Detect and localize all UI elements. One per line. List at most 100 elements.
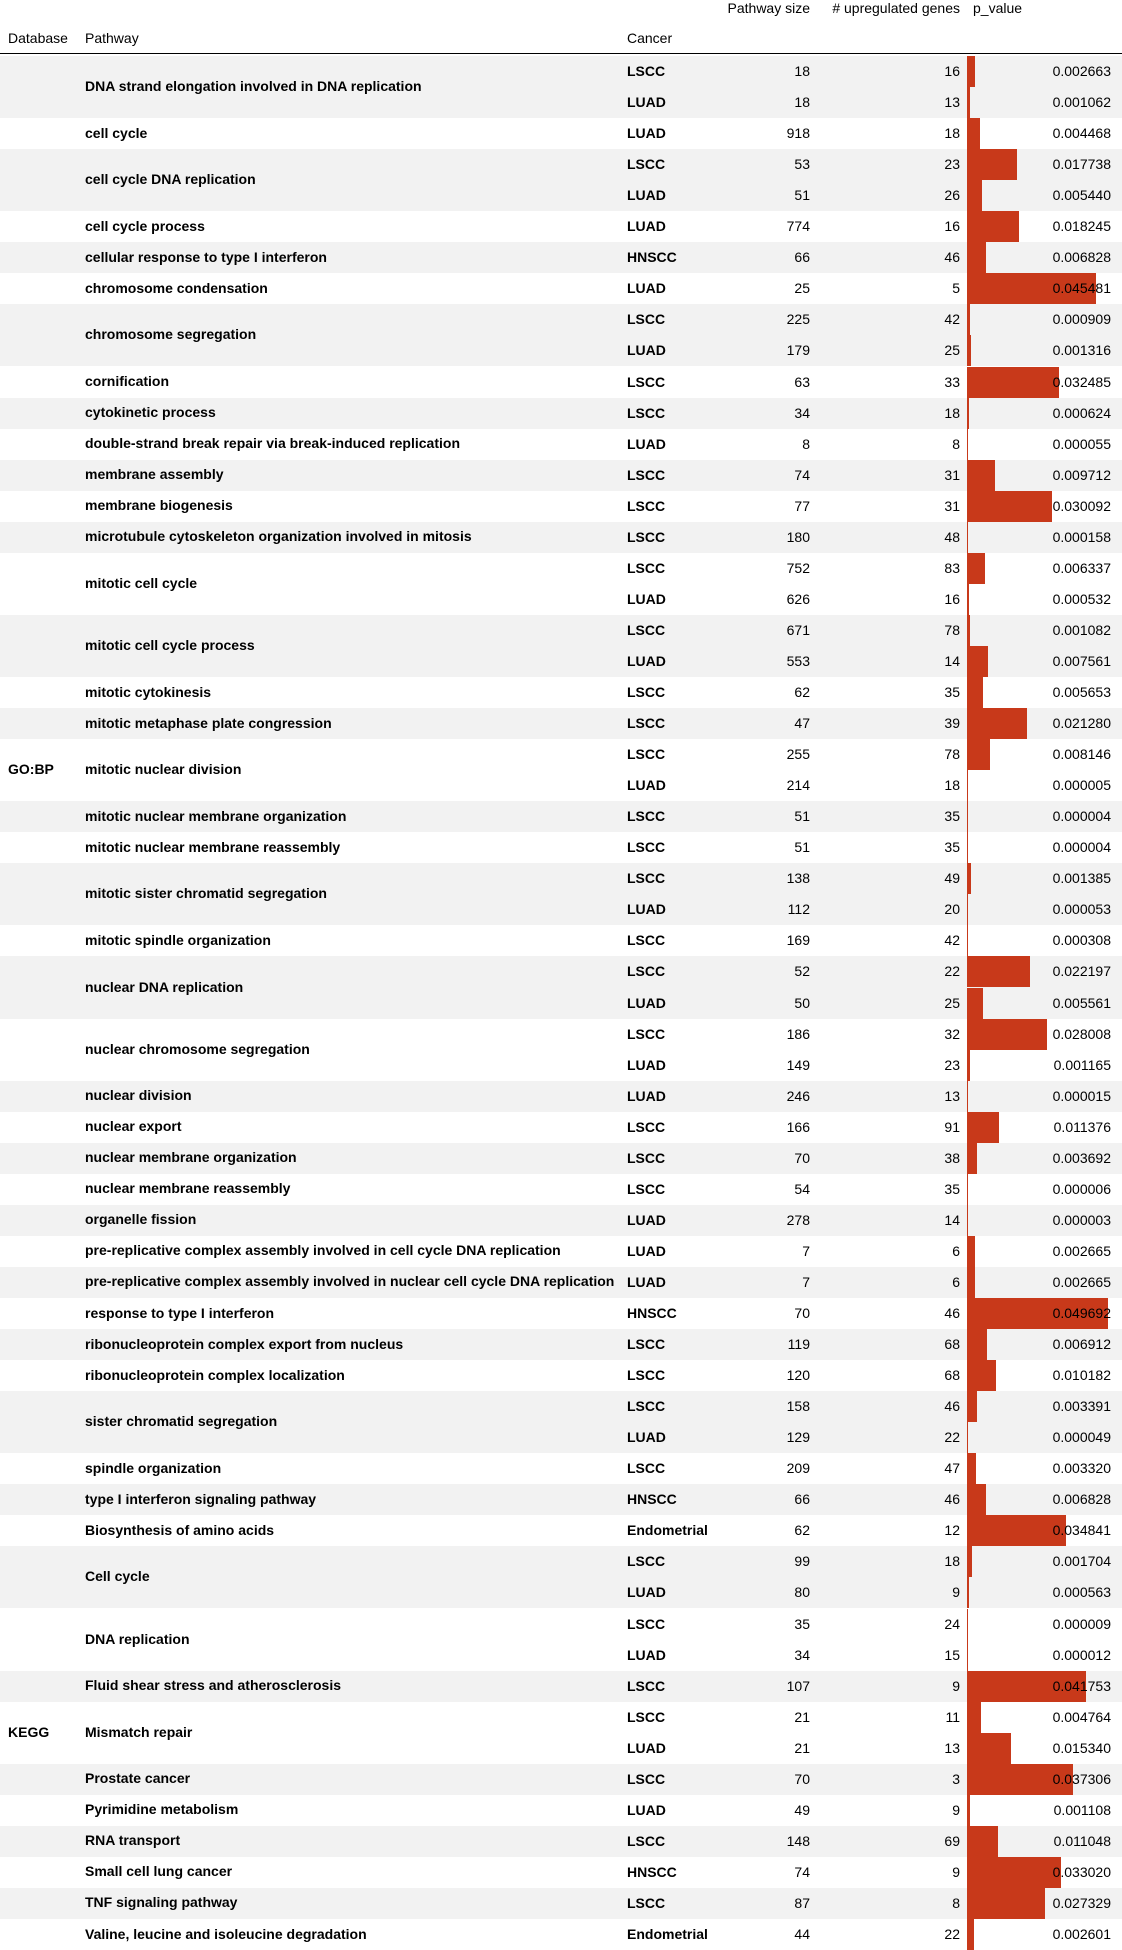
cancer-type: LSCC (627, 559, 666, 576)
p-value: 0.002665 (1052, 1242, 1111, 1259)
pathway-size: 50 (794, 994, 810, 1011)
pathway-name: pre-replicative complex assembly involve… (85, 1242, 561, 1259)
cancer-type: HNSCC (627, 1863, 677, 1880)
cancer-type: LSCC (627, 1615, 666, 1632)
upregulated-genes: 22 (944, 1429, 960, 1446)
cancer-type: LUAD (627, 187, 666, 204)
cancer-type: LUAD (627, 1242, 666, 1259)
pathway-name: mitotic cell cycle (85, 574, 198, 591)
p-value-bar (967, 1546, 972, 1578)
p-value-bar (967, 801, 968, 833)
pathway-group-stripe (0, 1329, 1122, 1361)
pathway-name: Fluid shear stress and atherosclerosis (85, 1677, 341, 1694)
upregulated-genes: 78 (944, 746, 960, 763)
pathway-name: mitotic metaphase plate congression (85, 714, 332, 731)
pathway-name: Small cell lung cancer (85, 1863, 233, 1880)
p-value: 0.001062 (1052, 94, 1111, 111)
upregulated-genes: 78 (944, 621, 960, 638)
p-value: 0.000055 (1052, 435, 1111, 452)
p-value-bar (967, 925, 968, 957)
cancer-type: LSCC (627, 1832, 666, 1849)
upregulated-genes: 12 (944, 1522, 960, 1539)
pathway-name: mitotic spindle organization (85, 931, 271, 948)
p-value-bar (967, 832, 968, 864)
p-value: 0.001165 (1053, 1056, 1111, 1073)
header-rule (0, 53, 1122, 54)
pathway-name: mitotic nuclear membrane reassembly (85, 838, 341, 855)
pathway-size: 120 (786, 1367, 810, 1384)
p-value: 0.011048 (1053, 1832, 1111, 1849)
pathway-size: 18 (794, 63, 810, 79)
header-pathway: Pathway (85, 30, 139, 46)
upregulated-genes: 91 (944, 1118, 960, 1135)
upregulated-genes: 23 (944, 1056, 960, 1073)
p-value-bar (967, 521, 968, 553)
pathway-name: double-strand break repair via break-ind… (85, 435, 460, 452)
p-value-bar (967, 304, 970, 336)
pathway-group-stripe (0, 149, 1122, 212)
p-value-bar (967, 863, 971, 895)
cancer-type: LSCC (627, 1770, 666, 1787)
p-value-bar (967, 1887, 1045, 1919)
p-value: 0.028008 (1052, 1025, 1111, 1042)
upregulated-genes: 20 (944, 901, 960, 918)
p-value-bar (967, 1360, 996, 1392)
pathway-size: 179 (786, 342, 810, 359)
pathway-size: 63 (794, 373, 810, 390)
p-value: 0.000308 (1052, 932, 1111, 949)
cancer-type: LUAD (627, 901, 666, 918)
pathway-name: membrane biogenesis (85, 497, 233, 514)
pathway-size: 70 (794, 1770, 810, 1787)
p-value: 0.001082 (1052, 621, 1111, 638)
upregulated-genes: 8 (952, 1894, 960, 1911)
upregulated-genes: 9 (952, 1863, 960, 1880)
cancer-type: LUAD (627, 342, 666, 359)
upregulated-genes: 46 (944, 1398, 960, 1415)
cancer-type: LUAD (627, 435, 666, 452)
p-value-bar (967, 87, 971, 119)
upregulated-genes: 68 (944, 1336, 960, 1353)
p-value-bar (967, 180, 983, 212)
cancer-type: Endometrial (627, 1926, 708, 1942)
pathway-size: 169 (786, 932, 810, 949)
p-value-bar (967, 459, 995, 491)
pathway-group-stripe (0, 521, 1122, 553)
pathway-size: 225 (786, 311, 810, 328)
p-value: 0.000004 (1052, 839, 1111, 856)
pathway-name: cellular response to type I interferon (85, 248, 327, 265)
upregulated-genes: 18 (944, 1553, 960, 1570)
upregulated-genes: 9 (952, 1584, 960, 1601)
cancer-type: LSCC (627, 1677, 666, 1694)
p-value-bar (967, 1391, 977, 1423)
cancer-type: LSCC (627, 870, 666, 887)
pathway-group-stripe (0, 801, 1122, 833)
pathway-size: 7 (802, 1242, 810, 1259)
p-value-bar (967, 1732, 1011, 1764)
cancer-type: LSCC (627, 1708, 666, 1725)
pathway-size: 70 (794, 1149, 810, 1166)
pathway-size: 51 (794, 187, 810, 204)
pathway-size: 148 (786, 1832, 810, 1849)
p-value-bar (967, 1484, 987, 1516)
p-value: 0.032485 (1052, 373, 1111, 390)
p-value-bar (967, 490, 1053, 522)
pathway-size: 21 (794, 1708, 810, 1725)
p-value: 0.021280 (1052, 715, 1111, 732)
cancer-type: LSCC (627, 963, 666, 980)
upregulated-genes: 23 (944, 156, 960, 173)
header-cancer: Cancer (627, 30, 673, 46)
pathway-size: 62 (794, 1522, 810, 1539)
pathway-name: Prostate cancer (85, 1770, 191, 1787)
upregulated-genes: 46 (944, 249, 960, 266)
pathway-name: nuclear chromosome segregation (85, 1040, 310, 1057)
upregulated-genes: 48 (944, 528, 960, 545)
upregulated-genes: 18 (944, 404, 960, 421)
pathway-size: 44 (794, 1926, 810, 1942)
p-value-bar (967, 242, 987, 274)
p-value: 0.045481 (1052, 280, 1111, 297)
pathway-size: 112 (787, 901, 810, 918)
p-value: 0.000012 (1052, 1646, 1111, 1663)
pathway-size: 246 (786, 1087, 810, 1104)
pathway-size: 138 (786, 870, 810, 887)
p-value: 0.000053 (1052, 901, 1111, 918)
